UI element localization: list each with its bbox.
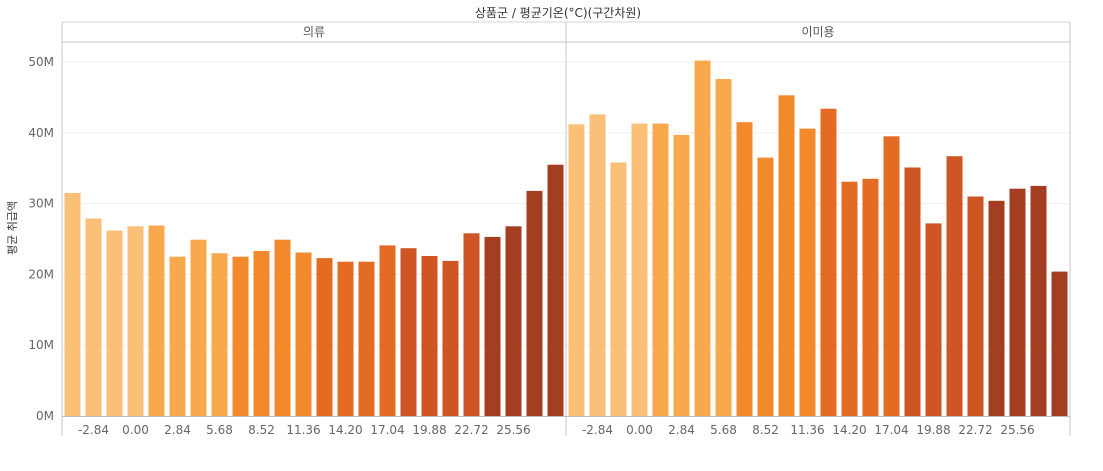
x-tick-label: 17.04 [370, 423, 404, 437]
bar [589, 114, 606, 417]
bar [505, 226, 522, 416]
bar [1030, 185, 1047, 416]
bar [946, 156, 963, 416]
x-tick-label: 2.84 [668, 423, 695, 437]
x-tick-label: 0.00 [626, 423, 653, 437]
bar [778, 95, 795, 417]
bar [757, 157, 774, 416]
x-tick-label: 14.20 [832, 423, 866, 437]
panel-header-label: 이미용 [801, 25, 834, 39]
x-tick-label: 19.88 [916, 423, 950, 437]
bar [358, 261, 375, 416]
bar [253, 251, 270, 416]
x-tick-label: 22.72 [454, 423, 488, 437]
chart-title: 상품군 / 평균기온(°C)(구간차원) [475, 6, 641, 20]
bar [568, 124, 585, 417]
bar [841, 181, 858, 416]
bar [127, 226, 144, 416]
x-tick-label: 8.52 [248, 423, 275, 437]
bar [736, 122, 753, 416]
x-tick-label: 5.68 [710, 423, 737, 437]
y-tick-label: 20M [28, 267, 54, 281]
bar [820, 108, 837, 416]
bar [799, 128, 816, 416]
bar [442, 260, 459, 416]
bar [190, 239, 207, 416]
y-tick-label: 30M [28, 197, 54, 211]
panel-header-label: 의류 [303, 25, 325, 39]
x-tick-label: 25.56 [496, 423, 530, 437]
x-tick-label: 14.20 [328, 423, 362, 437]
panel-headers: 의류 이미용 [303, 25, 835, 39]
x-tick-label: 11.36 [790, 423, 824, 437]
y-tick-label: 50M [28, 55, 54, 69]
bar [526, 190, 543, 416]
bar [1009, 188, 1026, 416]
y-tick-label: 0M [36, 409, 54, 423]
bar [295, 252, 312, 416]
x-tick-label: 25.56 [1000, 423, 1034, 437]
bars [64, 60, 1068, 417]
bar [232, 256, 249, 416]
bar [1051, 271, 1068, 416]
bar [988, 200, 1005, 416]
x-tick-label: -2.84 [582, 423, 613, 437]
bar [967, 196, 984, 416]
bar [169, 256, 186, 416]
bar [64, 193, 81, 416]
y-tick-label: 10M [28, 338, 54, 352]
x-tick-label: 11.36 [286, 423, 320, 437]
bar [652, 123, 669, 416]
x-tick-label: 5.68 [206, 423, 233, 437]
y-tick-label: 40M [28, 126, 54, 140]
tick-labels: 0M 10M 20M 30M 40M 50M -2.84 0.00 2.84 5.68 8.52 11… [28, 55, 1034, 437]
bar [85, 218, 102, 416]
bar [421, 256, 438, 416]
x-tick-label: 8.52 [752, 423, 779, 437]
bar [484, 236, 501, 416]
x-tick-label: -2.84 [78, 423, 109, 437]
bar [904, 167, 921, 416]
bar [694, 60, 711, 416]
bar [715, 79, 732, 416]
bar [862, 178, 879, 416]
x-tick-label: 0.00 [122, 423, 149, 437]
bar [883, 136, 900, 417]
bar [211, 253, 228, 416]
bar [106, 230, 123, 416]
bar [274, 239, 291, 416]
x-tick-label: 19.88 [412, 423, 446, 437]
x-tick-label: 2.84 [164, 423, 191, 437]
bar [316, 258, 333, 416]
bar [400, 248, 417, 416]
bar [610, 162, 627, 416]
bar [547, 164, 564, 416]
bar [379, 245, 396, 416]
bar [148, 225, 165, 416]
panel-frames [61, 21, 1071, 436]
bar [925, 223, 942, 416]
bar [337, 261, 354, 416]
y-axis-label: 평균 취급액 [6, 201, 19, 255]
bar [463, 233, 480, 416]
bar [631, 123, 648, 416]
bar [673, 134, 690, 416]
x-tick-label: 17.04 [874, 423, 908, 437]
x-tick-label: 22.72 [958, 423, 992, 437]
